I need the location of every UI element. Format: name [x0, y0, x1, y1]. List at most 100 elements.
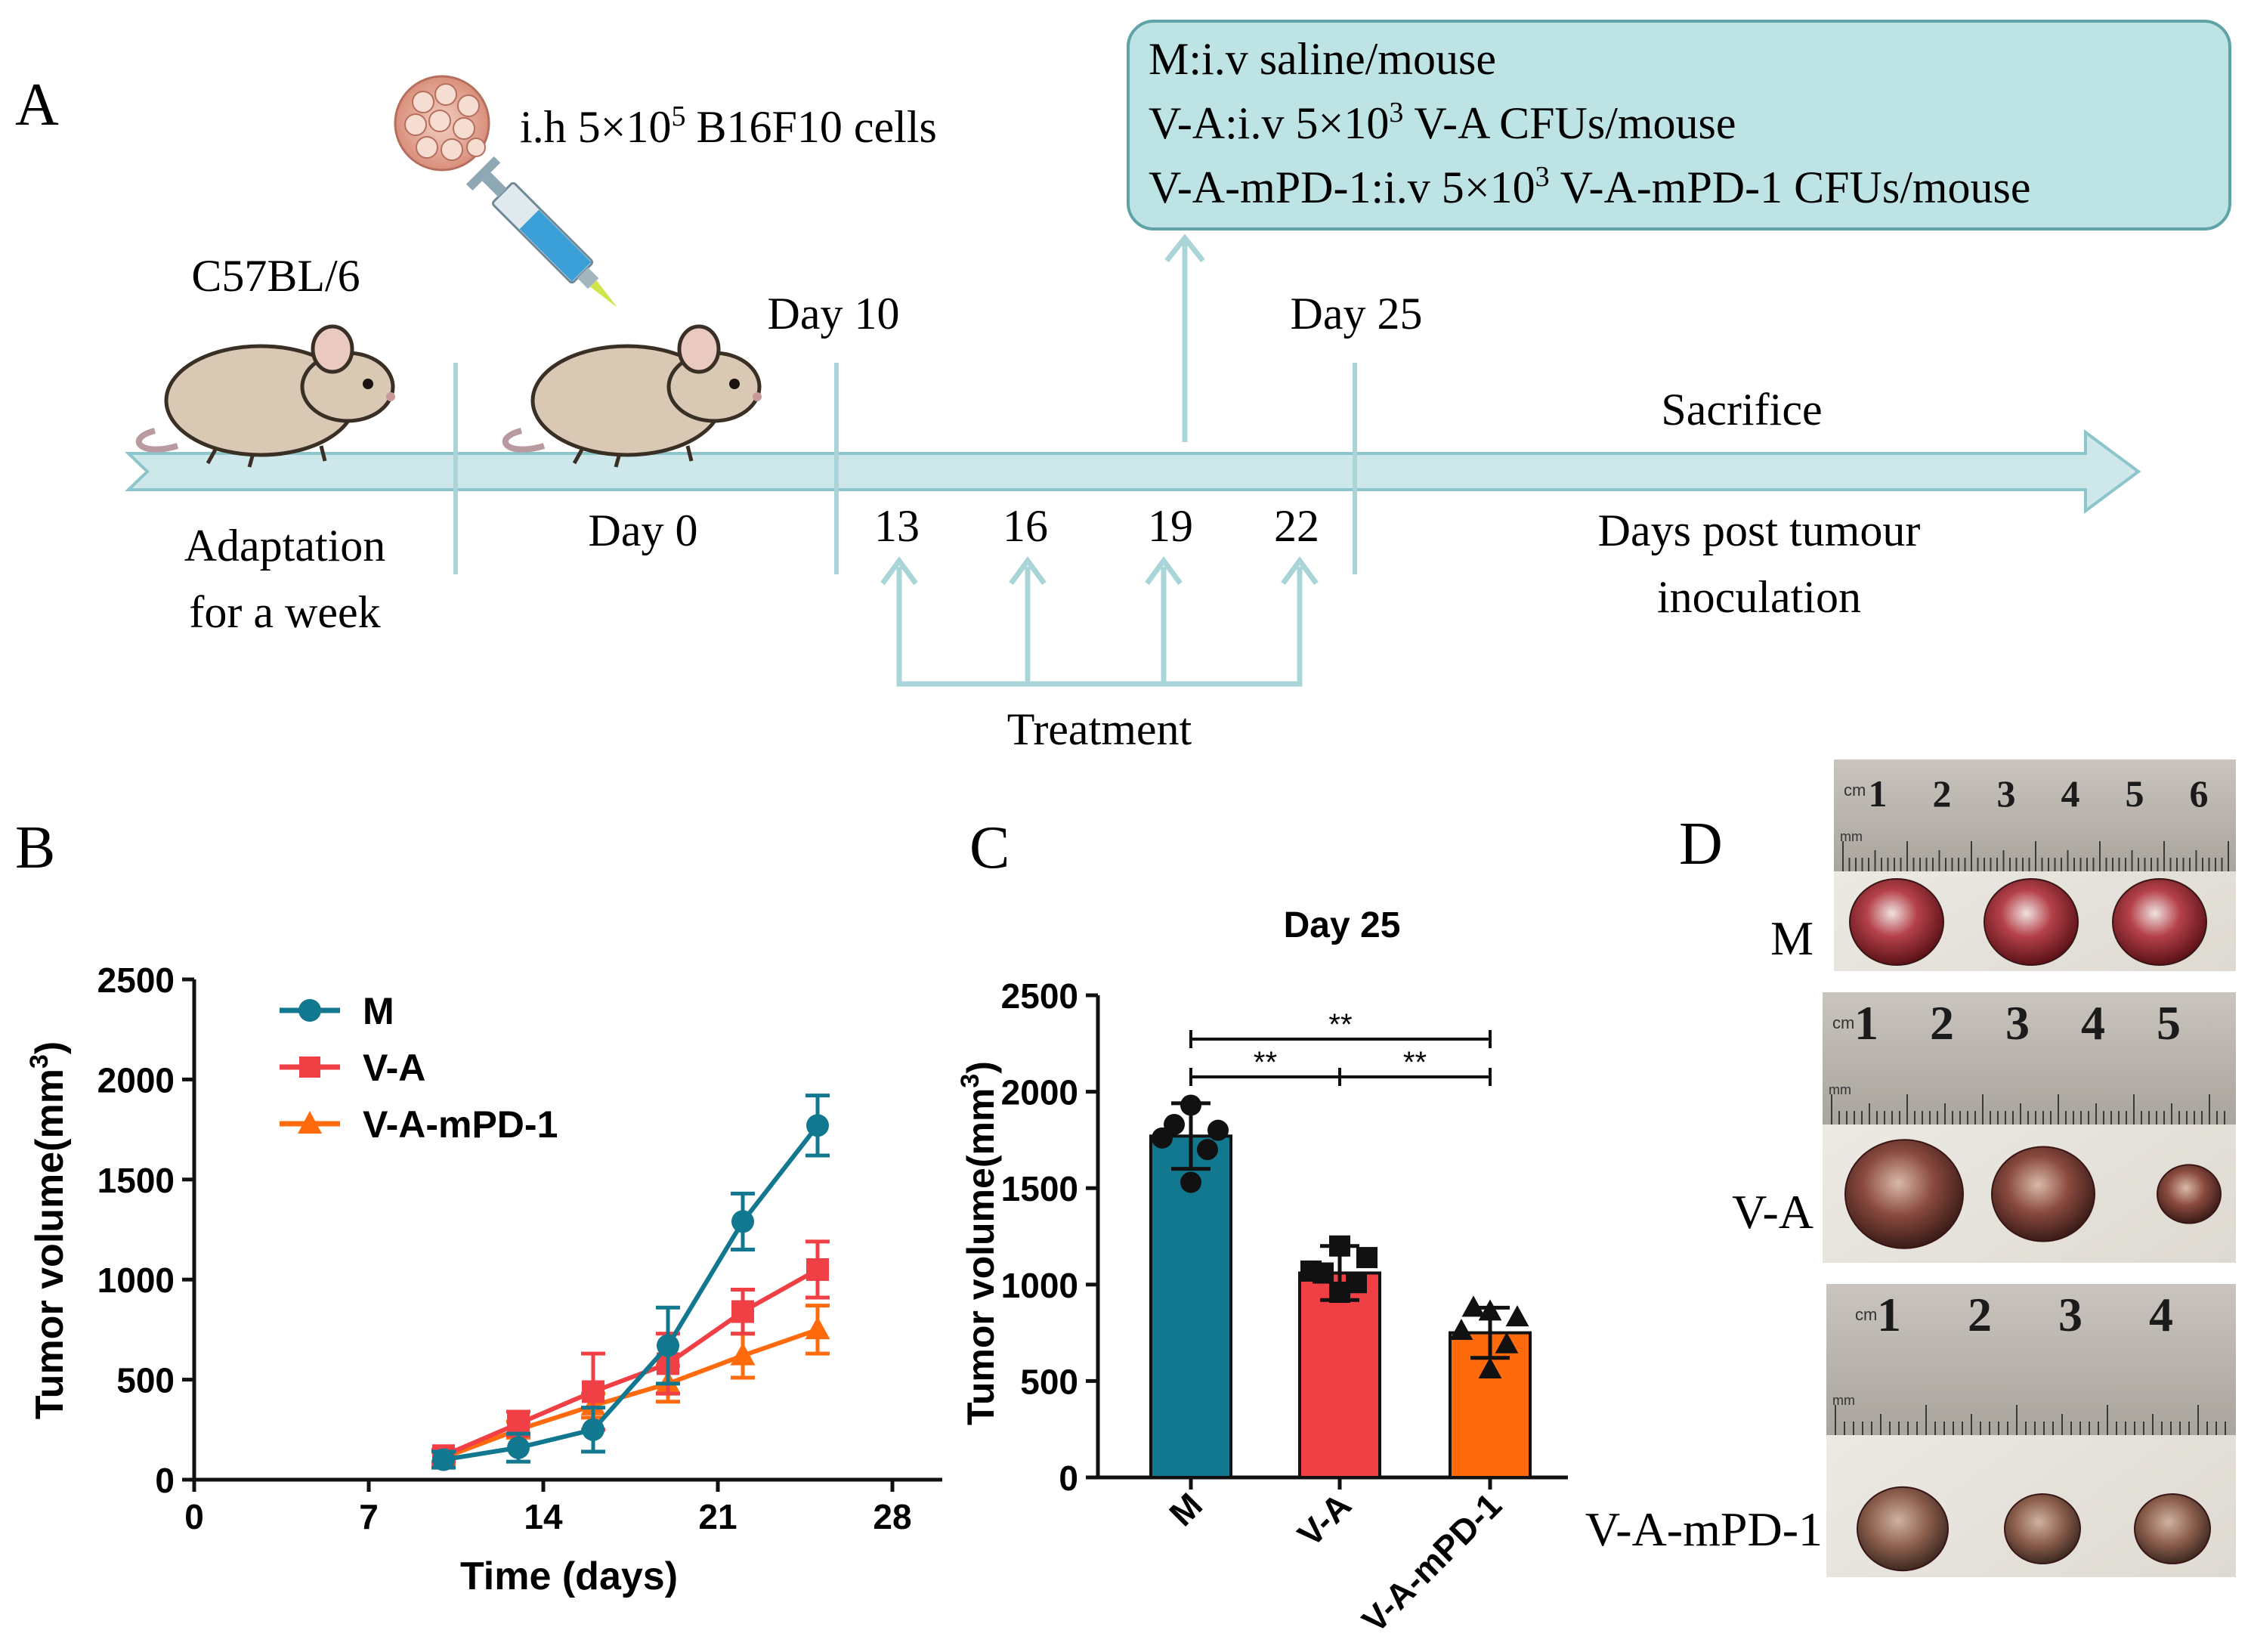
- ruler-cm-label: cm: [1855, 1305, 1877, 1324]
- data-point: [806, 1114, 829, 1137]
- data-point: [582, 1418, 604, 1441]
- ruler-number: 3: [1997, 772, 2016, 815]
- ruler-mm-label: mm: [1829, 1082, 1851, 1097]
- treatment-label: Treatment: [1007, 704, 1192, 754]
- series-line: [443, 1124, 820, 1462]
- line-chart-y-tick-label: 2500: [97, 961, 175, 1000]
- ruler: [1826, 1284, 2236, 1435]
- post-inoculation-label-2: inoculation: [1657, 572, 1861, 622]
- injection-exp: 5: [672, 101, 686, 132]
- individual-point: [1329, 1282, 1350, 1304]
- ruler-number: 2: [1968, 1288, 1992, 1341]
- tumor: [2157, 1164, 2222, 1224]
- sacrifice-label: Sacrifice: [1661, 385, 1822, 435]
- significance-label: **: [1254, 1046, 1277, 1079]
- line-chart-y-tick-label: 1500: [97, 1161, 175, 1200]
- data-point: [805, 1316, 830, 1340]
- line-chart-legend: M V-A V-A-mPD-1: [280, 990, 558, 1146]
- injection-pre: i.h 5: [520, 102, 601, 152]
- bar-chart-marks: 0 500 1000 1500 2000 2500 M V-AV-A-mPD-1 ** ** **: [1001, 976, 1568, 1640]
- line-chart-x-tick-label: 14: [524, 1497, 563, 1536]
- data-point: [582, 1380, 604, 1403]
- treatment-day: 19: [1148, 501, 1193, 551]
- tumor-photo: cm mm 1 2 3 4 5 6: [1834, 759, 2236, 971]
- group-vapd1-post: V-A-mPD-1 CFUs/mouse: [1560, 162, 2031, 212]
- bar-chart-y-tick-label: 2000: [1001, 1073, 1078, 1112]
- group-va-exp: 3: [1389, 97, 1403, 128]
- significance-label: **: [1403, 1046, 1427, 1079]
- photo-row-label: V-A-mPD-1: [1585, 1502, 1823, 1556]
- bar-chart-ylabel-base: Tumor volume(mm: [960, 1088, 1002, 1425]
- series-line: [442, 1267, 819, 1458]
- bar-chart-y-tick-label: 0: [1059, 1459, 1078, 1498]
- individual-point: [1180, 1171, 1201, 1193]
- bar-chart-y-tick-label: 1000: [1001, 1266, 1078, 1305]
- line-chart-ylabel-exp: 3: [25, 1054, 54, 1069]
- tumor: [1857, 1486, 1949, 1572]
- treatment-day: 13: [874, 501, 920, 551]
- treatment-day: 16: [1003, 501, 1048, 551]
- mouse-icon: [135, 324, 395, 468]
- bar-chart-ylabel-close: ): [960, 1061, 1002, 1074]
- ruler-number: 1: [1877, 1288, 1901, 1341]
- legend-m: M: [363, 990, 394, 1032]
- ruler-number: 1: [1869, 772, 1888, 815]
- injection-times: ×: [601, 102, 626, 152]
- data-point: [507, 1436, 530, 1459]
- line-chart-marks: 0 500 1000 1500 2000 2500 0 7 14 21 28: [97, 961, 942, 1536]
- ruler-number: 3: [2058, 1288, 2082, 1341]
- injection-base: 10: [626, 102, 672, 152]
- day10-label: Day 10: [768, 289, 900, 339]
- individual-point: [1461, 1295, 1486, 1317]
- bar-chart-ylabel: Tumor volume(mm3): [956, 1061, 1002, 1425]
- line-chart-ylabel-base: Tumor volume(mm: [28, 1069, 72, 1419]
- photo-row-label: V-A: [1732, 1185, 1813, 1239]
- line-chart-x-tick-label: 0: [184, 1497, 204, 1536]
- day25-label: Day 25: [1291, 289, 1423, 339]
- ruler-number: 5: [2126, 772, 2144, 815]
- group-m-text: M:i.v saline/mouse: [1149, 34, 1496, 84]
- tumor: [1844, 1139, 1964, 1249]
- ruler-cm-label: cm: [1844, 781, 1866, 800]
- data-point: [432, 1448, 455, 1471]
- adaptation-label-2: for a week: [189, 587, 380, 637]
- tumor: [1984, 877, 2079, 967]
- group-vapd1-exp: 3: [1535, 161, 1550, 193]
- data-point: [730, 1342, 756, 1366]
- bar-chart-y-tick-label: 1500: [1001, 1169, 1078, 1208]
- individual-point: [1478, 1299, 1502, 1321]
- ruler-cm-label: cm: [1832, 1013, 1854, 1032]
- ruler-number: 4: [2149, 1288, 2173, 1341]
- day0-label: Day 0: [589, 506, 698, 555]
- adaptation-label-1: Adaptation: [184, 521, 386, 571]
- ruler-number: 6: [2190, 772, 2209, 815]
- injection-label: i.h 5×105 B16F10 cells: [520, 101, 937, 152]
- legend-va: V-A: [363, 1047, 425, 1089]
- treatment-groups-box: M:i.v saline/mouse V-A:i.v 5×103 V-A CFUs…: [1127, 20, 2231, 230]
- panel-label-a: A: [15, 72, 59, 138]
- ruler-number: 2: [1930, 996, 1954, 1050]
- significance-label: **: [1328, 1008, 1352, 1041]
- ruler-number: 4: [2081, 996, 2105, 1050]
- individual-point: [1495, 1332, 1519, 1353]
- bar-chart-y-tick-label: 500: [1020, 1362, 1078, 1401]
- group-va-times: ×: [1318, 98, 1343, 148]
- panel-b-line-chart: B 0 500 1000 1500 2000 2500 0 7 14 21 28 Time (day…: [15, 815, 942, 1598]
- line-chart-y-tick-label: 1000: [97, 1261, 175, 1300]
- panel-c-bar-chart: C Day 25 0 500 1000 1500 2000 2500 M V-AV-A-mPD…: [956, 815, 1568, 1640]
- timeline-arrow: [125, 429, 2141, 514]
- line-chart-ylabel: Tumor volume(mm3): [25, 1041, 72, 1419]
- group-vapd1-base: 10: [1490, 162, 1535, 212]
- syringe-icon: [465, 156, 618, 308]
- line-chart-y-tick-label: 0: [155, 1461, 175, 1500]
- tumor: [2004, 1493, 2081, 1564]
- tumor: [1849, 877, 1944, 967]
- tumor-photo: cm mm 1 2 3 4 5: [1823, 992, 2236, 1263]
- data-point: [731, 1300, 754, 1323]
- panel-a-schematic: A: [15, 20, 2231, 754]
- tumor: [2112, 877, 2207, 967]
- individual-point: [1164, 1113, 1185, 1135]
- bar-chart-ylabel-exp: 3: [956, 1074, 985, 1088]
- group-va-base: 10: [1343, 98, 1389, 148]
